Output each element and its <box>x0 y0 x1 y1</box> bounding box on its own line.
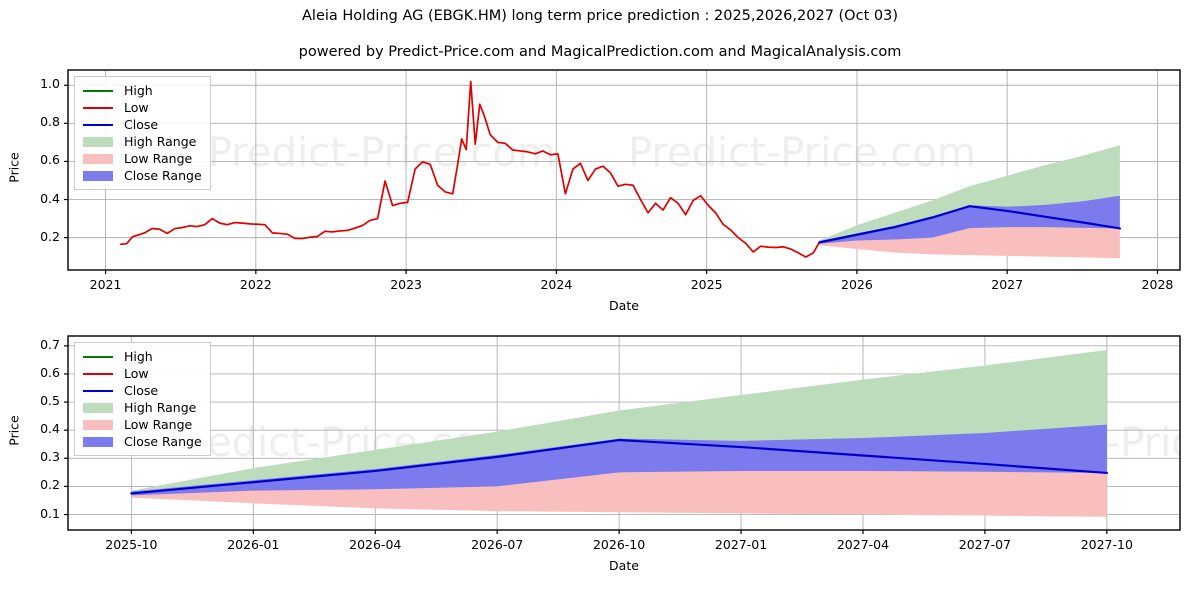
legend-label: Low <box>124 366 149 381</box>
bottom-ytick-label: 0.5 <box>40 393 60 409</box>
legend-label: Low <box>124 100 149 115</box>
band-close-range <box>819 195 1120 244</box>
band-low-range <box>819 226 1120 259</box>
watermark-group: Predict-Price.com Predict-Price.com <box>208 130 976 176</box>
series-line-close <box>818 205 1121 244</box>
legend-label: Low Range <box>124 151 193 166</box>
legend-swatch-high-range-icon <box>81 401 115 414</box>
bottom-ytick-label: 0.6 <box>40 364 60 380</box>
legend-label: Close <box>124 383 159 398</box>
bottom-legend: High Low Close High Range Low Range Close Ran… <box>74 342 211 456</box>
top-ytick-label: 1.0 <box>40 76 60 92</box>
series-line-low <box>119 80 821 258</box>
legend-label: High Range <box>124 400 197 415</box>
bottom-xtick-label: 2027-10 <box>1080 537 1133 552</box>
legend-swatch-high-icon <box>81 350 115 363</box>
top-ytick-label: 0.2 <box>40 228 60 244</box>
bottom-xtick-label: 2026-01 <box>227 537 280 552</box>
series-line-close <box>130 438 1108 495</box>
legend-item-low[interactable]: Low <box>81 365 202 382</box>
legend-label: Low Range <box>124 417 193 432</box>
band-close-range <box>131 424 1107 496</box>
plot-frame <box>67 335 1181 531</box>
page-subtitle: powered by Predict-Price.com and Magical… <box>298 44 902 60</box>
top-ytick-label: 0.8 <box>40 114 60 130</box>
bottom-xtick-label: 2027-01 <box>714 537 768 552</box>
page-title: Aleia Holding AG (EBGK.HM) long term pri… <box>302 8 898 24</box>
legend-item-low-range[interactable]: Low Range <box>81 150 202 167</box>
legend-label: Close Range <box>124 168 202 183</box>
legend-swatch-low-icon <box>81 101 115 114</box>
top-xtick-label: 2023 <box>390 277 422 292</box>
top-xtick-label: 2025 <box>690 277 723 292</box>
legend-swatch-low-range-icon <box>81 418 115 431</box>
legend-label: Close Range <box>124 434 202 449</box>
legend-item-close[interactable]: Close <box>81 116 202 133</box>
bottom-ytick-label: 0.3 <box>40 449 60 465</box>
legend-label: High <box>124 83 153 98</box>
bottom-ytick-label: 0.2 <box>40 477 60 493</box>
legend-label: Close <box>124 117 159 132</box>
bottom-x-axis-label: Date <box>609 558 639 573</box>
bottom-xtick-label: 2027-04 <box>836 537 890 552</box>
watermark-text: Predict-Price.com <box>208 130 556 176</box>
legend-item-high-range[interactable]: High Range <box>81 399 202 416</box>
legend-item-high[interactable]: High <box>81 82 202 99</box>
top-xtick-label: 2028 <box>1141 277 1174 292</box>
top-xtick-label: 2026 <box>841 277 873 292</box>
legend-swatch-high-icon <box>81 84 115 97</box>
series-lines <box>130 438 1108 495</box>
range-bands <box>131 350 1107 517</box>
bottom-xtick-label: 2027-07 <box>958 537 1012 552</box>
top-ytick-label: 0.4 <box>40 190 60 206</box>
band-high-range <box>131 350 1107 496</box>
axis-ticks <box>64 84 1159 274</box>
legend-item-close-range[interactable]: Close Range <box>81 167 202 184</box>
bottom-xtick-label: 2025-10 <box>105 537 158 552</box>
legend-swatch-close-icon <box>81 118 115 131</box>
legend-label: High Range <box>124 134 197 149</box>
range-bands <box>819 145 1120 259</box>
top-legend: High Low Close High Range Low Range Close Ran… <box>74 76 211 190</box>
legend-item-high-range[interactable]: High Range <box>81 133 202 150</box>
top-ytick-label: 0.6 <box>40 152 60 168</box>
top-xtick-label: 2022 <box>239 277 272 292</box>
bottom-xtick-label: 2026-07 <box>471 537 524 552</box>
legend-swatch-close-range-icon <box>81 435 115 448</box>
legend-swatch-low-icon <box>81 367 115 380</box>
bottom-ytick-label: 0.7 <box>40 336 60 352</box>
bottom-xtick-label: 2026-04 <box>349 537 402 552</box>
legend-item-low[interactable]: Low <box>81 99 202 116</box>
legend-item-high[interactable]: High <box>81 348 202 365</box>
legend-label: High <box>124 349 153 364</box>
bottom-y-axis-label: Price <box>6 415 22 446</box>
legend-item-low-range[interactable]: Low Range <box>81 416 202 433</box>
bottom-ytick-label: 0.4 <box>40 421 60 437</box>
bottom-ytick-label: 0.1 <box>40 505 60 521</box>
legend-swatch-high-range-icon <box>81 135 115 148</box>
bottom-xtick-label: 2026-10 <box>592 537 646 552</box>
axis-ticks <box>64 345 1108 534</box>
plot-frame <box>67 69 1181 271</box>
legend-item-close[interactable]: Close <box>81 382 202 399</box>
legend-item-close-range[interactable]: Close Range <box>81 433 202 450</box>
top-x-axis-label: Date <box>609 298 639 313</box>
top-xtick-label: 2021 <box>89 277 122 292</box>
legend-swatch-close-icon <box>81 384 115 397</box>
band-low-range <box>131 470 1107 517</box>
watermark-text: Predict-Price.com <box>628 130 976 176</box>
top-xtick-label: 2024 <box>540 277 573 292</box>
band-high-range <box>819 145 1120 244</box>
legend-swatch-close-range-icon <box>81 169 115 182</box>
series-lines <box>119 80 1121 258</box>
top-xtick-label: 2027 <box>991 277 1024 292</box>
legend-swatch-low-range-icon <box>81 152 115 165</box>
